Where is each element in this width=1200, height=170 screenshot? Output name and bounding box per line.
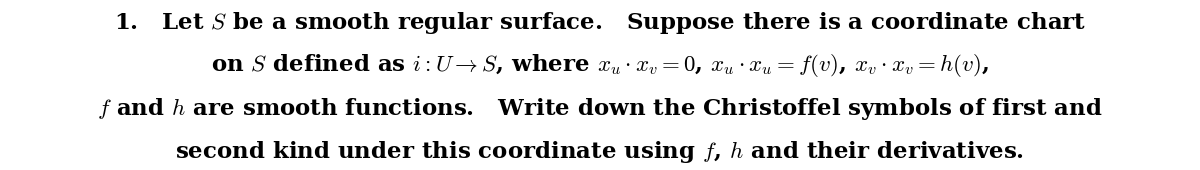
Text: $f$ and $h$ are smooth functions.   Write down the Christoffel symbols of first : $f$ and $h$ are smooth functions. Write … bbox=[97, 96, 1103, 122]
Text: 1.   Let $S$ be a smooth regular surface.   Suppose there is a coordinate chart: 1. Let $S$ be a smooth regular surface. … bbox=[114, 10, 1086, 36]
Text: on $S$ defined as $i : U \rightarrow S$, where $x_u \cdot x_v = 0$, $x_u \cdot x: on $S$ defined as $i : U \rightarrow S$,… bbox=[211, 52, 989, 79]
Text: second kind under this coordinate using $f$, $h$ and their derivatives.: second kind under this coordinate using … bbox=[175, 139, 1025, 165]
